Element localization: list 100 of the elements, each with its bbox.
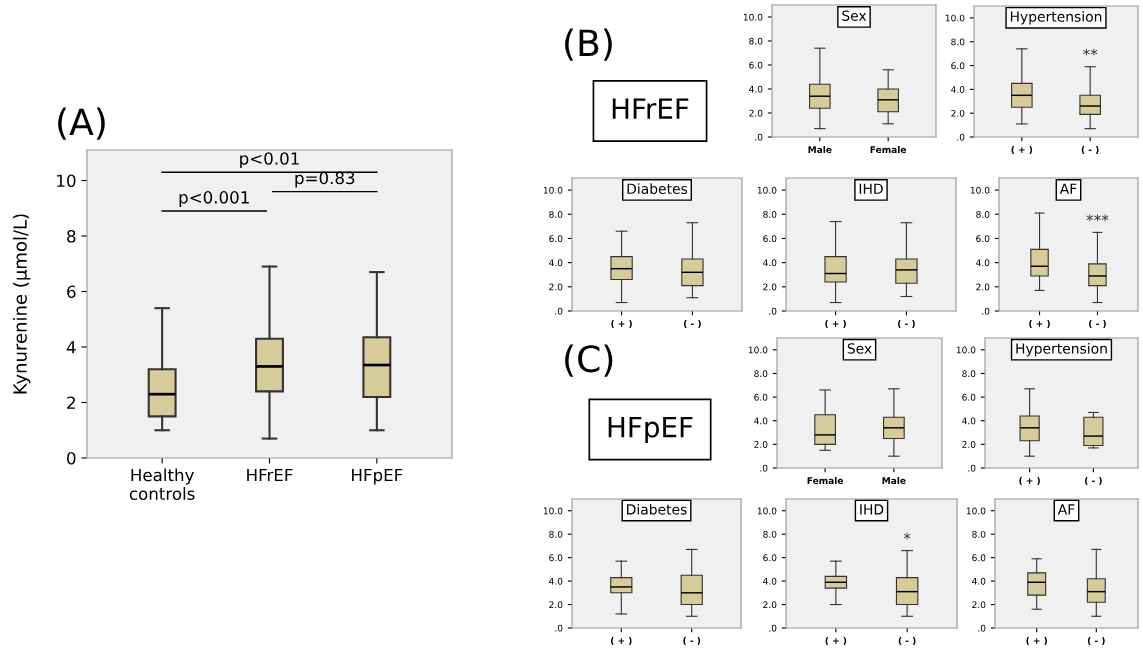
x-tick-label: ( - ) [898, 637, 916, 646]
x-tick-label: ( - ) [1089, 320, 1106, 329]
y-tick-label: 4.0 [754, 417, 768, 425]
chart-title: Sex [842, 10, 867, 21]
y-tick-label: 10.0 [956, 346, 976, 354]
y-tick-label: 2.0 [976, 283, 990, 291]
y-axis-title: Kynurenine (μmol/L) [12, 214, 31, 394]
x-tick-label: ( - ) [1087, 637, 1105, 646]
y-tick-label: 4.0 [549, 577, 563, 585]
y-tick-label: 6.0 [549, 554, 563, 562]
y-tick-label: 10.0 [757, 186, 777, 194]
y-tick-label: 4.0 [962, 417, 976, 425]
chart-title: Sex [847, 343, 872, 354]
y-tick-label: 6.0 [763, 235, 777, 243]
y-tick-label: 2.0 [754, 441, 768, 448]
y-tick-label: .0 [769, 307, 777, 315]
x-tick-label: ( + ) [825, 637, 847, 646]
y-tick-label: 8.0 [549, 530, 563, 538]
y-tick-label: 8 [67, 229, 76, 243]
y-tick-label: .0 [957, 133, 965, 141]
y-tick-label: 6.0 [749, 61, 763, 69]
x-tick-label: ( - ) [898, 320, 915, 329]
y-tick-label: .0 [760, 464, 768, 472]
y-tick-label: 6.0 [962, 393, 976, 401]
y-tick-label: 2.0 [749, 109, 763, 117]
y-tick-label: 6.0 [754, 393, 768, 401]
x-tick-label: ( + ) [1026, 637, 1047, 646]
y-tick-label: 4.0 [763, 259, 777, 267]
y-tick-label: 10.0 [970, 186, 990, 194]
x-tick-label: Male [808, 146, 832, 154]
y-tick-label: 4.0 [549, 259, 563, 267]
y-tick-label: 8.0 [976, 211, 990, 218]
y-tick-label: 6 [67, 285, 76, 299]
y-tick-label: 6.0 [972, 554, 986, 562]
y-tick-label: 8.0 [754, 370, 768, 378]
x-tick-label: ( - ) [684, 320, 701, 329]
text: (B) [565, 28, 612, 61]
text: HFrEF [612, 98, 689, 119]
y-tick-label: 8.0 [763, 530, 777, 538]
x-tick-label: ( + ) [825, 320, 846, 329]
x-tick-label: Female [870, 146, 907, 154]
x-tick-label: HFpEF [352, 468, 403, 485]
y-tick-label: 6.0 [951, 62, 965, 70]
annotation: *** [1086, 214, 1109, 222]
y-tick-label: .0 [555, 624, 563, 632]
y-tick-label: 8.0 [763, 211, 777, 218]
y-tick-label: 0 [67, 451, 76, 465]
y-tick-label: 2.0 [972, 601, 986, 609]
chart-title: (A) [58, 107, 105, 140]
annotation: ** [1082, 48, 1098, 56]
y-tick-label: 10.0 [945, 14, 965, 22]
x-tick-label: ( + ) [1019, 477, 1040, 486]
x-tick-label: ( + ) [1011, 146, 1033, 155]
x-tick-label: ( + ) [1029, 320, 1050, 329]
y-tick-label: 6.0 [763, 554, 777, 562]
y-tick-label: 6.0 [976, 235, 990, 243]
text: HFpEF [608, 416, 693, 443]
x-tick-label: ( - ) [1081, 146, 1099, 155]
y-tick-label: 10.0 [757, 507, 777, 515]
chart-title: AF [1057, 504, 1075, 515]
y-tick-label: 2.0 [962, 441, 976, 448]
y-tick-label: 8.0 [972, 530, 986, 538]
x-tick-label: ( - ) [683, 637, 701, 646]
y-tick-label: .0 [755, 133, 763, 141]
y-tick-label: 4.0 [951, 86, 965, 93]
x-tick-label: Female [807, 477, 844, 485]
y-tick-label: 4 [66, 341, 76, 354]
x-tick-label: Male [882, 477, 906, 485]
y-tick-label: 10.0 [748, 346, 768, 354]
x-tick-label: ( + ) [611, 637, 632, 646]
x-tick-label: ( - ) [1085, 477, 1102, 486]
y-tick-label: 4.0 [763, 577, 777, 585]
y-tick-label: 4.0 [749, 85, 763, 93]
x-tick-label: ( + ) [611, 320, 632, 329]
y-tick-label: 2.0 [951, 109, 965, 117]
y-tick-label: 10.0 [966, 507, 986, 515]
y-tick-label: 2.0 [763, 601, 777, 609]
chart-title: Hypertension [1010, 11, 1102, 25]
y-tick-label: 8.0 [549, 211, 563, 218]
y-tick-label: 10.0 [543, 186, 563, 194]
y-tick-label: 4.0 [976, 259, 990, 267]
annotation: * [903, 532, 911, 540]
y-tick-label: 10.0 [743, 13, 763, 21]
chart-title: AF [1059, 183, 1077, 194]
y-tick-label: 8.0 [951, 38, 965, 46]
y-tick-label: 10.0 [543, 507, 563, 515]
x-tick-label: HFrEF [247, 468, 293, 482]
chart-title: IHD [860, 504, 884, 515]
chart-title: IHD [859, 183, 883, 194]
y-tick-label: 8.0 [962, 370, 976, 378]
y-tick-label: 2.0 [763, 283, 777, 291]
y-tick-label: .0 [978, 624, 986, 632]
chart-title: Diabetes [627, 183, 688, 194]
y-tick-label: .0 [769, 624, 777, 632]
y-tick-label: 2 [67, 396, 75, 409]
y-tick-label: 6.0 [549, 235, 563, 243]
annotation: p<0.001 [179, 191, 249, 207]
y-tick-label: 2.0 [549, 283, 563, 291]
y-tick-label: .0 [555, 307, 563, 315]
y-tick-label: .0 [968, 464, 976, 472]
